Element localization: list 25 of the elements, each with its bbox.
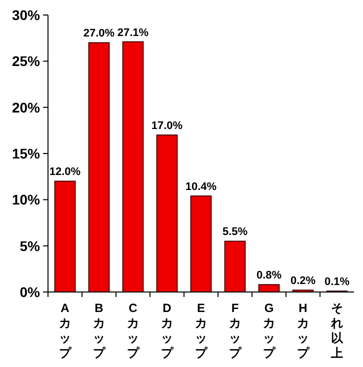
data-label: 0.8% xyxy=(256,270,282,282)
data-label: 0.2% xyxy=(290,275,316,288)
y-tick-label: 10% xyxy=(12,192,41,208)
y-tick-label: 15% xyxy=(12,146,41,162)
x-tick-label: Eカップ xyxy=(195,301,208,360)
y-tick-label: 0% xyxy=(20,284,41,300)
data-label: 17.0% xyxy=(151,120,183,132)
data-label: 5.5% xyxy=(222,226,248,238)
data-label: 27.1% xyxy=(117,26,149,39)
y-tick-label: 5% xyxy=(20,238,41,254)
x-tick-label: Cカップ xyxy=(127,301,140,360)
x-tick-label: Dカップ xyxy=(161,301,174,360)
y-tick-label: 30% xyxy=(12,7,41,23)
x-tick-label: Fカップ xyxy=(229,301,242,360)
x-tick-label: Hカップ xyxy=(297,301,310,360)
data-label: 27.0% xyxy=(83,28,115,40)
data-label: 10.4% xyxy=(185,180,217,193)
x-tick-label: Aカップ xyxy=(59,301,72,360)
x-tick-label: それ以上 xyxy=(330,301,344,360)
data-label: 0.1% xyxy=(324,276,350,288)
data-label: 12.0% xyxy=(49,166,81,178)
y-tick-label: 25% xyxy=(12,53,41,70)
x-tick-label: Bカップ xyxy=(93,301,106,360)
x-tick-label: Gカップ xyxy=(263,301,276,360)
y-tick-label: 20% xyxy=(12,99,41,116)
